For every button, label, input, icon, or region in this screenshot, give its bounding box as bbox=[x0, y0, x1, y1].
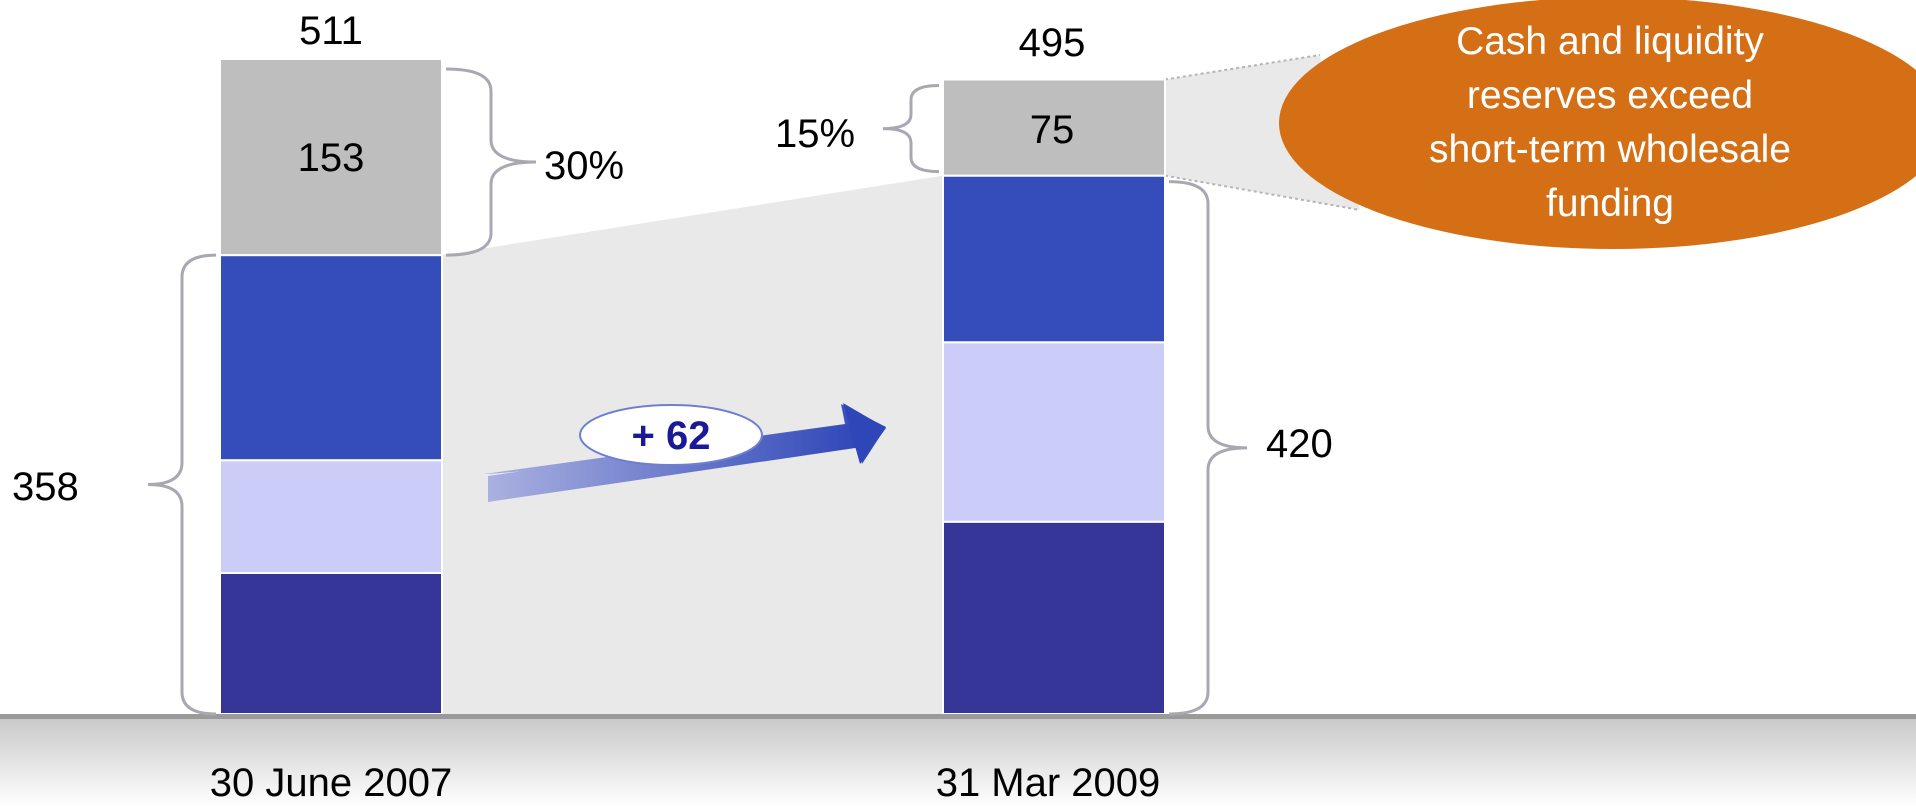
callout-line-1: Cash and liquidity bbox=[1456, 20, 1764, 63]
bracket-label-right-lower: 420 bbox=[1266, 422, 1333, 466]
category-label-2009: 31 Mar 2009 bbox=[936, 761, 1161, 805]
bracket-label-right-upper-pct: 15% bbox=[775, 112, 855, 156]
bar-segment-2009-1 bbox=[942, 520, 1166, 715]
change-label: + 62 bbox=[632, 414, 711, 458]
brace-left-upper bbox=[445, 67, 537, 257]
bar-segment-2007-1 bbox=[219, 572, 443, 715]
bracket-label-left-lower: 358 bbox=[12, 465, 79, 509]
bars-layer bbox=[219, 58, 1166, 715]
floor-gradient bbox=[0, 718, 1916, 807]
bar-segment-2009-3 bbox=[942, 174, 1166, 344]
braces-layer bbox=[147, 67, 1248, 716]
brace-right-lower bbox=[1168, 180, 1248, 716]
callout-line-3: short-term wholesale bbox=[1429, 128, 1791, 171]
bar-segment-2007-2 bbox=[219, 459, 443, 575]
bar-segment-2007-3 bbox=[219, 254, 443, 462]
brace-left-lower bbox=[147, 253, 217, 716]
total-label-2009: 495 bbox=[1019, 21, 1086, 65]
callout-bubble bbox=[1279, 0, 1916, 249]
baseline bbox=[0, 714, 1916, 719]
bar-segment-2009-2 bbox=[942, 341, 1166, 523]
bar-segment-2009-4 bbox=[942, 78, 1166, 177]
segment-label-2009-top: 75 bbox=[1030, 108, 1075, 152]
growth-arrow-head bbox=[843, 403, 886, 464]
category-label-2007: 30 June 2007 bbox=[210, 761, 452, 805]
brace-right-upper bbox=[882, 84, 940, 174]
change-ellipse bbox=[579, 404, 763, 466]
segment-label-2007-top: 153 bbox=[298, 136, 365, 180]
bracket-label-left-upper-pct: 30% bbox=[544, 144, 624, 188]
callout-line-4: funding bbox=[1546, 182, 1674, 225]
total-label-2007: 511 bbox=[299, 9, 363, 53]
callout-line-2: reserves exceed bbox=[1467, 74, 1753, 117]
bar-segment-2007-4 bbox=[219, 58, 443, 257]
callout-wedge-edge-top bbox=[1164, 54, 1321, 81]
